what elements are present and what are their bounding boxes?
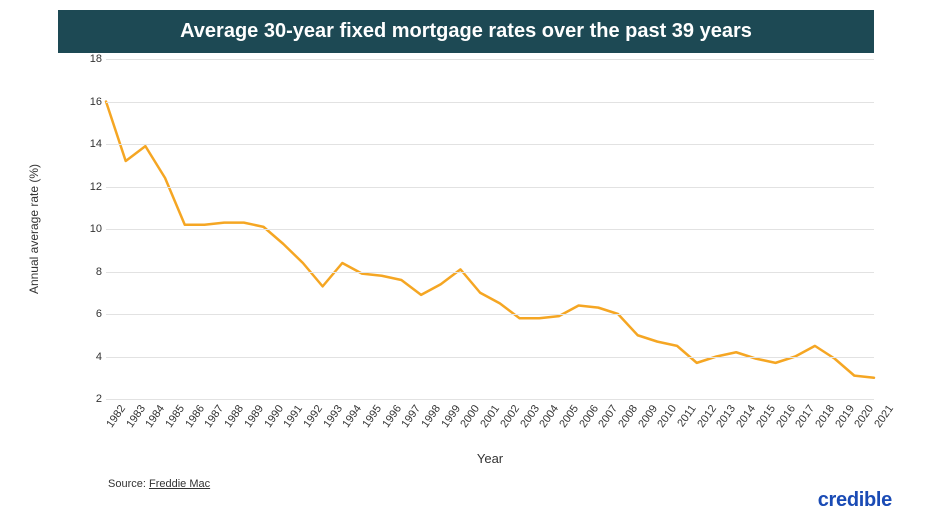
x-tick-label: 2014 [734, 403, 758, 430]
x-tick-label: 2017 [793, 403, 817, 430]
x-tick-label: 2009 [636, 403, 660, 430]
x-tick-label: 1983 [124, 403, 148, 430]
y-tick-label: 12 [80, 181, 102, 193]
x-tick-label: 2007 [596, 403, 620, 430]
x-tick-label: 2000 [459, 403, 483, 430]
chart-title: Average 30-year fixed mortgage rates ove… [58, 10, 874, 53]
y-tick-label: 10 [80, 223, 102, 235]
x-tick-label: 2020 [852, 403, 876, 430]
x-tick-label: 1998 [419, 403, 443, 430]
x-tick-label: 1984 [144, 403, 168, 430]
x-tick-label: 2011 [675, 403, 698, 429]
x-tick-label: 2002 [498, 403, 522, 430]
y-axis-label: Annual average rate (%) [27, 164, 41, 294]
y-tick-label: 2 [80, 393, 102, 405]
x-tick-label: 2021 [872, 403, 896, 430]
plot-region: 24681012141618 [106, 59, 874, 399]
x-tick-label: 2015 [754, 403, 778, 430]
x-tick-label: 2008 [616, 403, 640, 430]
x-tick-label: 1982 [104, 403, 128, 430]
grid-line [106, 229, 874, 230]
x-tick-label: 1993 [321, 403, 345, 430]
chart-area: Annual average rate (%) 24681012141618 [78, 59, 874, 399]
x-tick-label: 2005 [557, 403, 581, 430]
x-tick-label: 2018 [813, 403, 837, 430]
brand-logo: credible [818, 489, 892, 512]
x-tick-label: 1997 [400, 403, 424, 430]
x-tick-label: 1999 [439, 403, 463, 430]
grid-line [106, 144, 874, 145]
grid-line [106, 314, 874, 315]
y-tick-label: 4 [80, 351, 102, 363]
x-tick-label: 1985 [163, 403, 187, 430]
grid-line [106, 187, 874, 188]
grid-line [106, 102, 874, 103]
x-tick-label: 1994 [340, 403, 364, 430]
x-tick-label: 1989 [242, 403, 266, 430]
x-tick-label: 1992 [301, 403, 325, 430]
x-tick-label: 1991 [281, 403, 305, 430]
x-tick-label: 1986 [183, 403, 207, 430]
x-tick-label: 1995 [360, 403, 384, 430]
x-tick-label: 1996 [380, 403, 404, 430]
x-tick-label: 2016 [774, 403, 798, 430]
source-prefix: Source: [108, 478, 149, 490]
grid-line [106, 272, 874, 273]
x-tick-label: 2001 [478, 403, 502, 430]
x-tick-label: 2013 [715, 403, 739, 430]
x-tick-label: 1990 [262, 403, 286, 430]
x-tick-label: 2010 [656, 403, 680, 430]
y-tick-label: 14 [80, 138, 102, 150]
source-attribution: Source: Freddie Mac [108, 478, 914, 490]
grid-line [106, 357, 874, 358]
x-tick-label: 2006 [577, 403, 601, 430]
y-tick-label: 18 [80, 53, 102, 65]
y-tick-label: 8 [80, 266, 102, 278]
x-tick-label: 1988 [222, 403, 246, 430]
x-tick-labels: 1982198319841985198619871988198919901991… [106, 399, 874, 451]
x-tick-label: 2003 [518, 403, 542, 430]
x-tick-label: 2012 [695, 403, 719, 430]
y-tick-label: 6 [80, 308, 102, 320]
source-link[interactable]: Freddie Mac [149, 478, 210, 490]
y-tick-label: 16 [80, 96, 102, 108]
x-tick-label: 2004 [537, 403, 561, 430]
grid-line [106, 59, 874, 60]
x-tick-label: 1987 [203, 403, 227, 430]
x-tick-label: 2019 [833, 403, 857, 430]
x-axis-label: Year [66, 451, 914, 466]
